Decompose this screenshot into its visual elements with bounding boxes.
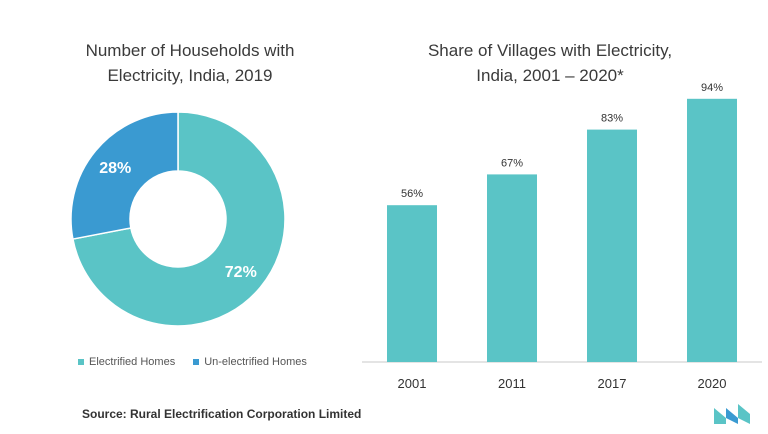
bar (387, 205, 437, 362)
donut-chart-title: Number of Households with Electricity, I… (85, 41, 295, 85)
mordor-logo-icon (714, 404, 750, 424)
source-note: Source: Rural Electrification Corporatio… (82, 407, 362, 421)
bar-chart: 56% 2001 67% 2011 83% 2017 94% 2020 (362, 82, 762, 391)
legend-label: Un-electrified Homes (204, 356, 307, 368)
donut-slice-label: 28% (99, 160, 131, 177)
x-tick-label: 2020 (698, 376, 727, 391)
legend-swatch (193, 359, 200, 365)
bar-value-label: 67% (501, 157, 523, 169)
donut-slice-label: 72% (225, 264, 257, 281)
bar (587, 129, 637, 362)
x-tick-label: 2001 (398, 376, 427, 391)
donut-chart: 72% 28% (70, 111, 286, 327)
legend-swatch (78, 359, 84, 365)
donut-legend: Electrified Homes Un-electrified Homes (78, 356, 307, 368)
donut-slice (72, 111, 286, 327)
bar-value-label: 83% (601, 113, 623, 125)
bar-value-label: 56% (401, 188, 423, 200)
bar (687, 98, 737, 363)
legend-item-electrified: Electrified Homes (78, 356, 175, 368)
bar-chart-title: Share of Villages with Electricity, Indi… (427, 41, 673, 85)
donut-slice (70, 111, 179, 240)
legend-item-unelectrified: Un-electrified Homes (193, 356, 307, 368)
bar (487, 174, 537, 362)
legend-label: Electrified Homes (89, 356, 176, 368)
x-tick-label: 2017 (598, 376, 627, 391)
bar-value-label: 94% (701, 82, 723, 94)
x-tick-label: 2011 (498, 376, 526, 391)
